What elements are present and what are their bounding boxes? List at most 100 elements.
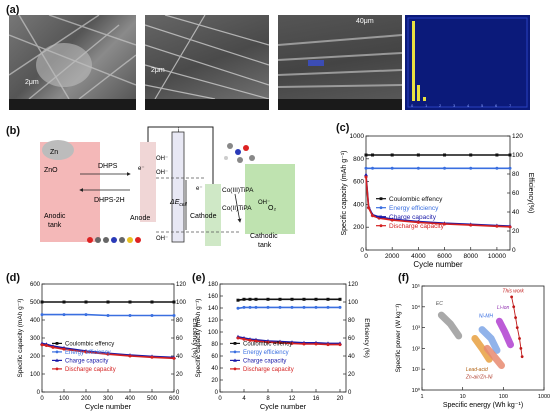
panel-label-f: (f) <box>398 272 409 284</box>
series-line <box>237 298 340 301</box>
x-tick-label: 200 <box>81 396 92 402</box>
data-point <box>84 313 88 317</box>
data-point <box>172 314 176 317</box>
data-point <box>150 314 154 317</box>
sem-info-bar <box>278 99 402 110</box>
data-point <box>314 297 318 301</box>
membrane <box>171 131 185 243</box>
data-point <box>508 166 512 170</box>
data-point <box>106 352 110 356</box>
data-point <box>371 153 375 157</box>
x-tick-label: 4 <box>242 396 246 402</box>
sem-info-bar <box>145 99 269 110</box>
y-tick-label: 600 <box>353 179 364 186</box>
region-label: Li-ion <box>497 305 509 311</box>
series-coulombic-effency <box>364 153 512 157</box>
svg-text:1: 1 <box>425 103 428 108</box>
fiber-texture <box>9 15 136 100</box>
y-tick-label: 140 <box>208 306 219 312</box>
y2-tick-label: 100 <box>348 300 359 306</box>
svg-text:2: 2 <box>439 103 442 108</box>
reaction-arrow <box>234 193 242 223</box>
y-tick-label: 80 <box>211 342 218 348</box>
y-tick-label: 400 <box>30 318 41 324</box>
chart-e: 0 4 8 12 16 20 0 20 40 60 80 100 120 140 160 180 0 20 40 60… <box>195 282 370 411</box>
sem-scale-label: 40μm <box>356 18 374 25</box>
data-point <box>416 153 420 157</box>
data-point <box>55 358 59 362</box>
chart-f: 1 10 100 1000 10⁰ 10¹ 10² 10³ 10⁴ 10⁵ Specific ene… <box>395 283 550 409</box>
y2-tick-label: 120 <box>512 133 523 140</box>
oh-label: OH⁻ <box>258 200 270 206</box>
sem-scale-label: 2μm <box>151 67 165 74</box>
legend-label: Charge capacity <box>65 359 108 365</box>
plot-frame <box>421 285 545 391</box>
data-point <box>508 153 512 157</box>
fiber-texture <box>145 15 269 100</box>
series-energy-efficiency <box>236 305 342 310</box>
delta-e-label: ΔEcell <box>169 199 188 208</box>
y-tick-label: 10⁴ <box>412 304 421 311</box>
y2-tick-label: 80 <box>512 171 520 178</box>
x-axis-label: Cycle number <box>413 260 463 269</box>
zn-particle <box>42 140 74 160</box>
co2-label: Co(II)TiPA <box>222 205 252 212</box>
data-point <box>278 305 282 309</box>
y2-axis-label: Efficiency (%) <box>191 318 198 358</box>
y2-tick-label: 40 <box>348 354 355 360</box>
series-discharge-capacity <box>364 175 512 229</box>
data-point <box>302 297 306 301</box>
series-discharge-capacity <box>40 343 176 360</box>
data-point <box>128 300 132 304</box>
data-point <box>84 350 88 354</box>
data-point <box>62 313 66 317</box>
y2-tick-label: 100 <box>512 152 523 159</box>
svg-text:0: 0 <box>411 103 414 108</box>
zn-label: Zn <box>50 149 58 156</box>
data-point <box>233 358 237 362</box>
dhps-label: DHPS <box>98 163 118 170</box>
x-tick-label: 10000 <box>488 253 506 260</box>
region-zn-air-zn-ni <box>483 344 505 369</box>
series-line <box>365 176 511 228</box>
y2-tick-label: 0 <box>348 390 352 396</box>
region-label: Zn-air/Zn-Ni <box>465 375 494 381</box>
data-point <box>172 300 176 304</box>
y-tick-label: 200 <box>30 354 41 360</box>
data-point <box>364 175 368 179</box>
x-tick-label: 10 <box>460 394 466 400</box>
data-point <box>266 305 270 309</box>
data-point <box>416 166 420 170</box>
series-this-work <box>510 295 524 359</box>
tipa-molecule <box>224 143 255 163</box>
data-point <box>55 342 59 345</box>
series-energy-efficiency <box>364 166 512 170</box>
x-tick-label: 0 <box>364 253 368 260</box>
data-point <box>51 345 55 349</box>
region-label: Ni-MH <box>479 314 494 320</box>
data-point <box>379 197 383 201</box>
data-point <box>248 338 252 342</box>
panel-label-b: (b) <box>6 125 21 137</box>
y2-tick-label: 40 <box>512 209 520 216</box>
svg-text:4: 4 <box>467 103 470 108</box>
data-point <box>338 343 342 347</box>
y-tick-label: 20 <box>211 378 218 384</box>
data-point <box>379 224 383 228</box>
series-coulombic-effency <box>236 297 342 302</box>
data-point <box>278 297 282 301</box>
y-tick-label: 60 <box>211 354 218 360</box>
x-tick-label: 400 <box>125 396 136 402</box>
electron-label: e⁻ <box>196 186 203 192</box>
battery-schematic: Zn ZnO DHPS DHPS-2H Anodic tank Anode Ca… <box>40 126 295 249</box>
data-point <box>390 153 394 157</box>
zno-label: ZnO <box>44 167 58 174</box>
y2-tick-label: 20 <box>512 228 520 235</box>
anodic-tank-label-2: tank <box>48 222 62 229</box>
electron-label: e⁻ <box>138 166 145 172</box>
data-point <box>278 341 282 345</box>
y-tick-label: 10⁰ <box>412 387 421 394</box>
y-tick-label: 10¹ <box>412 367 420 373</box>
data-point <box>44 344 48 348</box>
oh-label: OH⁻ <box>156 156 168 162</box>
